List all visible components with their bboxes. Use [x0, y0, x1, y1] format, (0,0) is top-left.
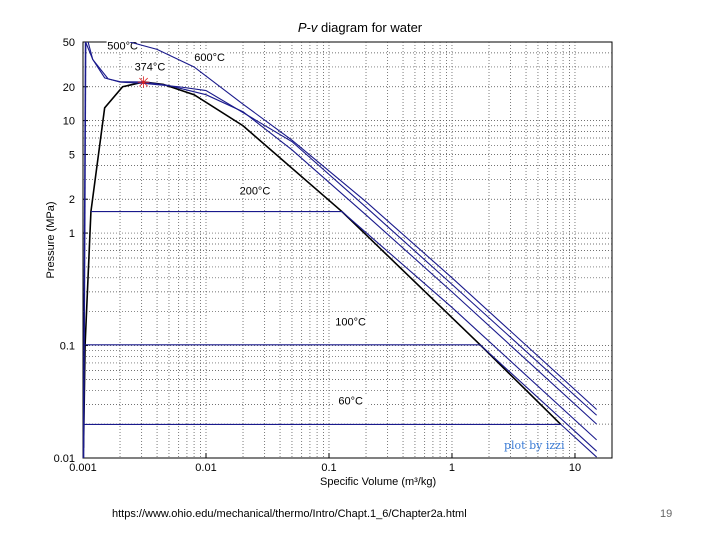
y-tick-label: 10 — [63, 116, 75, 128]
x-tick-label: 0.001 — [69, 462, 97, 474]
isotherm-374C-line — [85, 42, 598, 425]
title-italic-part: P-v — [297, 20, 318, 35]
isotherm-label-bg — [334, 394, 369, 408]
isotherm-60C-line — [84, 423, 598, 458]
isotherm-200C-label: 200°C — [240, 186, 271, 198]
isotherm-100C-line — [85, 344, 598, 452]
isotherm-374C-label: 374°C — [135, 61, 166, 73]
y-tick-label: 20 — [63, 82, 75, 94]
y-tick-label: 1 — [69, 228, 75, 240]
isotherm-100C-label: 100°C — [335, 317, 366, 329]
y-tick-label: 0.01 — [54, 453, 75, 465]
isotherm-label-bg — [193, 50, 228, 64]
plot-credit: plot by izzi — [504, 439, 565, 452]
x-tick-label: 10 — [569, 462, 581, 474]
y-tick-label: 50 — [63, 37, 75, 49]
y-tick-label: 5 — [69, 149, 75, 161]
y-axis-label: Pressure (MPa) — [45, 201, 57, 279]
isotherm-60C-label: 60°C — [338, 395, 363, 407]
x-axis-label: Specific Volume (m³/kg) — [320, 476, 437, 488]
isotherm-500C-line — [87, 42, 598, 416]
x-tick-label: 1 — [449, 462, 455, 474]
isotherm-label-bg — [238, 184, 273, 198]
isotherm-500C-label: 500°C — [107, 40, 138, 52]
chart-title: P-v diagram for water — [0, 20, 720, 35]
title-rest: diagram for water — [320, 20, 423, 35]
plot-frame — [82, 41, 613, 459]
isotherm-label-bg — [133, 60, 168, 74]
source-url[interactable]: https://www.ohio.edu/mechanical/thermo/I… — [112, 508, 467, 520]
isotherm-600C-line — [129, 42, 598, 410]
x-tick-label: 0.01 — [195, 462, 216, 474]
isotherm-200C-line — [90, 210, 598, 441]
page-number: 19 — [660, 508, 673, 520]
x-tick-label: 0.1 — [321, 462, 336, 474]
isotherm-600C-label: 600°C — [194, 52, 225, 64]
y-tick-label: 0.1 — [60, 341, 75, 353]
y-tick-label: 2 — [69, 194, 75, 206]
isotherm-label-bg — [334, 315, 369, 329]
critical-point-marker: ✳ — [137, 73, 150, 92]
liquid-boundary-line — [82, 41, 87, 459]
